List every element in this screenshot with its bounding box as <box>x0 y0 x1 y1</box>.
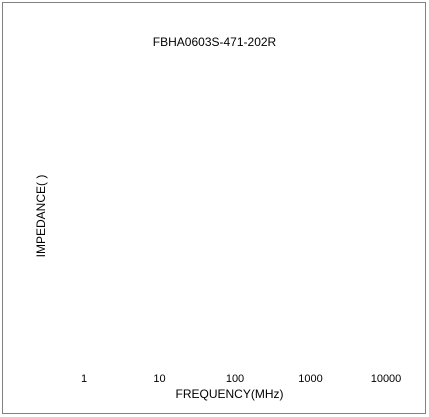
x-tick-label: 10 <box>153 373 166 385</box>
x-tick-label: 100 <box>225 373 245 385</box>
x-tick-label: 1000 <box>298 373 323 385</box>
x-axis-label: FREQUENCY(MHz) <box>175 387 284 401</box>
x-tick-label: 10000 <box>370 373 402 385</box>
chart-title: FBHA0603S-471-202R <box>152 35 277 49</box>
y-axis-label: IMPEDANCE( ) <box>34 174 48 258</box>
x-tick-label: 1 <box>80 373 88 385</box>
chart-frame <box>2 2 426 414</box>
